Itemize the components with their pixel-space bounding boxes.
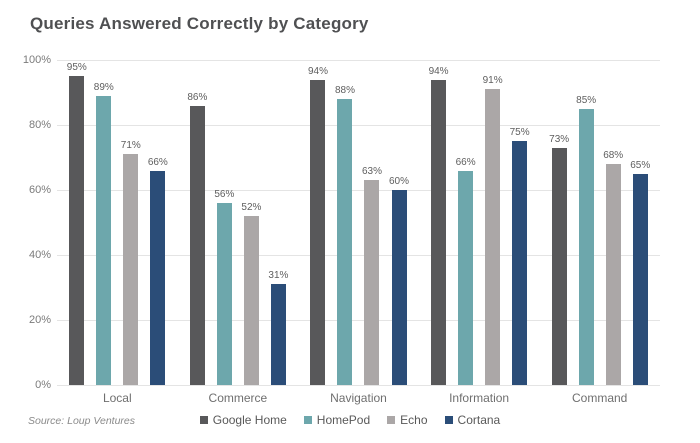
x-tick-label-local: Local [102,391,132,405]
bar-google-home-information [431,79,447,385]
gridline-0% [57,385,660,386]
bar-group-navigation: 94% 88% 63% 60% [298,60,419,385]
legend-item-google-home: Google Home [199,413,287,427]
bar-column-google-home-navigation: 94% [307,65,328,385]
legend-swatch-homepod [303,416,312,424]
bar-column-google-home-command: 73% [549,134,569,385]
bar-column-homepod-commerce: 56% [214,189,234,385]
y-tick-label: 60% [28,184,51,196]
bar-cortana-command [632,173,648,385]
bar-homepod-command [578,108,594,385]
legend-label-google-home: Google Home [212,413,287,427]
legend: Google Home HomePod Echo Cortana [0,413,700,427]
value-label-homepod-local: 89% [93,81,114,93]
bar-echo-information [485,89,501,385]
y-tick-label: 100% [22,54,51,66]
bar-google-home-command [551,147,567,385]
value-label-cortana-information: 75% [509,127,530,139]
bar-group-local: 95% 89% 71% 66% [57,60,178,385]
bar-column-cortana-command: 65% [630,160,650,385]
bar-column-echo-commerce: 52% [241,202,261,385]
bar-echo-commerce [243,216,259,385]
bar-column-homepod-information: 66% [455,156,476,385]
bar-cortana-navigation [391,190,407,385]
y-tick-label: 20% [28,314,51,326]
value-label-homepod-commerce: 56% [214,189,235,200]
value-label-echo-command: 68% [603,150,624,161]
bar-column-homepod-command: 85% [576,95,596,385]
legend-swatch-google-home [199,416,208,424]
bar-homepod-local [96,95,112,385]
source-note: Source: Loup Ventures [28,415,136,427]
bar-column-cortana-navigation: 60% [389,176,409,385]
bar-column-cortana-local: 66% [147,156,168,385]
x-tick-label-navigation: Navigation [330,391,387,405]
bar-column-echo-information: 91% [483,75,503,385]
y-tick-label: 80% [28,119,51,131]
bar-column-google-home-commerce: 86% [187,91,208,385]
bar-column-cortana-commerce: 31% [268,270,288,385]
value-label-cortana-command: 65% [630,159,651,171]
value-label-google-home-navigation: 94% [307,65,328,77]
bar-column-echo-navigation: 63% [362,166,382,385]
bar-column-google-home-local: 95% [67,62,87,385]
bar-column-cortana-information: 75% [510,127,530,385]
x-tick-label-commerce: Commerce [208,391,268,405]
bar-echo-local [123,154,139,385]
legend-item-echo: Echo [387,413,428,427]
x-tick-label-command: Command [572,391,628,405]
legend-swatch-cortana [444,416,453,424]
bar-group-information: 94% 66% 91% 75% [419,60,540,385]
y-tick-label: 40% [28,249,51,261]
x-tick-label-information: Information [449,391,510,405]
value-label-google-home-commerce: 86% [187,91,208,103]
bar-cortana-commerce [270,284,286,385]
legend-label-cortana: Cortana [457,413,501,427]
bar-group-commerce: 86% 56% 52% 31% [178,60,299,385]
value-label-cortana-local: 66% [147,156,168,168]
bar-column-google-home-information: 94% [428,65,449,385]
bar-google-home-commerce [189,105,205,385]
legend-label-homepod: HomePod [316,413,371,427]
value-label-homepod-information: 66% [455,156,476,168]
bar-echo-navigation [364,180,380,385]
value-label-homepod-navigation: 88% [334,85,355,96]
value-label-echo-information: 91% [482,75,503,87]
chart-title: Queries Answered Correctly by Category [30,14,369,33]
gridline-60% [57,190,660,191]
legend-swatch-echo [387,416,396,424]
y-tick-label: 0% [35,379,51,391]
value-label-homepod-command: 85% [576,94,597,106]
bar-cortana-information [512,141,528,385]
gridline-20% [57,320,660,321]
bar-column-echo-local: 71% [121,140,141,385]
value-label-cortana-navigation: 60% [389,176,410,187]
bar-column-echo-command: 68% [603,150,623,385]
bar-group-command: 73% 85% 68% 65% [539,60,660,385]
bar-column-homepod-local: 89% [94,82,114,385]
legend-label-echo: Echo [400,413,428,427]
bar-echo-command [605,164,621,385]
value-label-cortana-commerce: 31% [268,270,289,282]
legend-item-homepod: HomePod [303,413,371,427]
value-label-echo-local: 71% [120,140,141,152]
legend-item-cortana: Cortana [444,413,501,427]
bar-homepod-information [458,170,474,385]
value-label-google-home-local: 95% [66,62,87,74]
gridline-40% [57,255,660,256]
bar-column-homepod-navigation: 88% [335,85,355,385]
gridline-100% [57,60,660,61]
bar-google-home-local [69,76,85,385]
value-label-echo-navigation: 63% [361,166,382,178]
value-label-google-home-command: 73% [549,133,570,145]
bar-google-home-navigation [310,79,326,385]
plot-area: 0% 20% 40% 60% 80% 100% 95% 89% 71% 66% Local 86% 56… [23,54,660,405]
value-label-echo-commerce: 52% [241,202,262,213]
gridline-80% [57,125,660,126]
value-label-google-home-information: 94% [428,65,449,77]
bar-homepod-navigation [337,99,353,385]
bar-cortana-local [150,170,166,385]
bar-homepod-commerce [216,203,232,385]
